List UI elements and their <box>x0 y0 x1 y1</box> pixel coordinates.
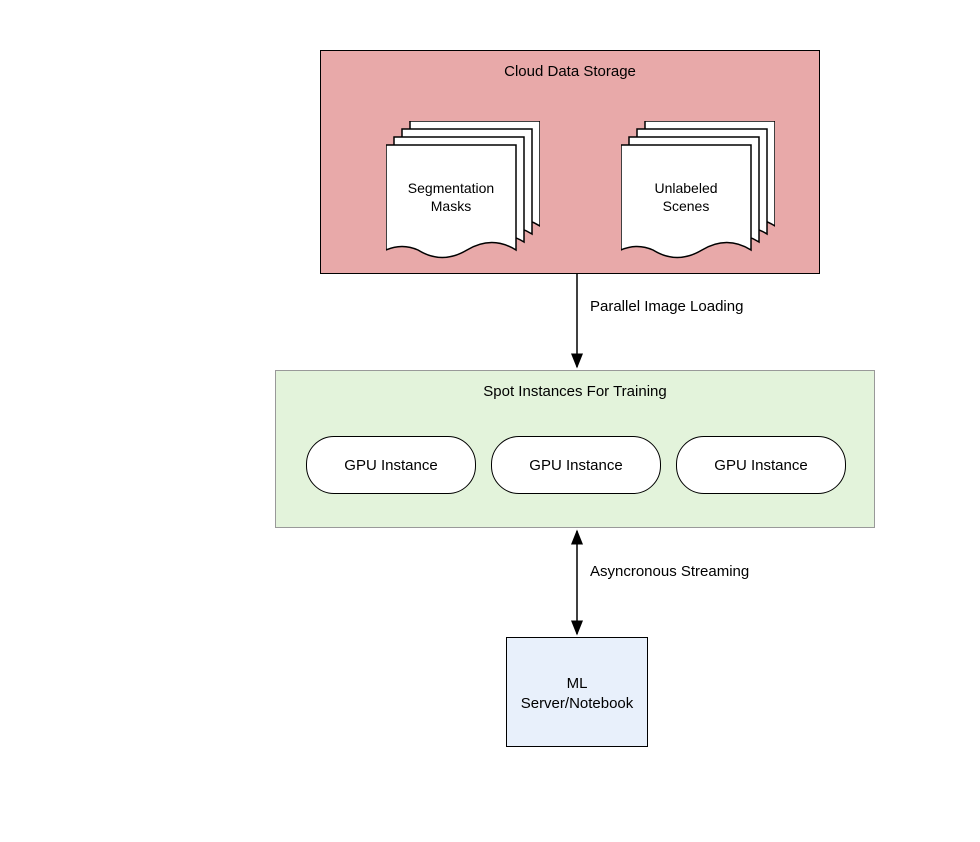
cloud-storage-title: Cloud Data Storage <box>321 51 819 80</box>
ml-server-box: ML Server/Notebook <box>506 637 648 747</box>
gpu-instance-1: GPU Instance <box>491 436 661 494</box>
ml-server-label: ML Server/Notebook <box>507 674 647 713</box>
spot-instances-title: Spot Instances For Training <box>276 371 874 400</box>
unlabeled-label: Unlabeled Scenes <box>609 179 763 215</box>
diagram-canvas: Cloud Data Storage <box>0 0 980 842</box>
gpu-label: GPU Instance <box>344 457 437 474</box>
unlabeled-stack: Unlabeled Scenes <box>621 121 775 270</box>
edge-label-async: Asyncronous Streaming <box>590 563 749 580</box>
seg-masks-stack: Segmentation Masks <box>386 121 540 270</box>
gpu-label: GPU Instance <box>529 457 622 474</box>
gpu-instance-0: GPU Instance <box>306 436 476 494</box>
spot-instances-box: Spot Instances For Training GPU Instance… <box>275 370 875 528</box>
gpu-label: GPU Instance <box>714 457 807 474</box>
edge-label-parallel: Parallel Image Loading <box>590 298 743 315</box>
seg-masks-label: Segmentation Masks <box>374 179 528 215</box>
gpu-instance-2: GPU Instance <box>676 436 846 494</box>
cloud-storage-box: Cloud Data Storage <box>320 50 820 274</box>
